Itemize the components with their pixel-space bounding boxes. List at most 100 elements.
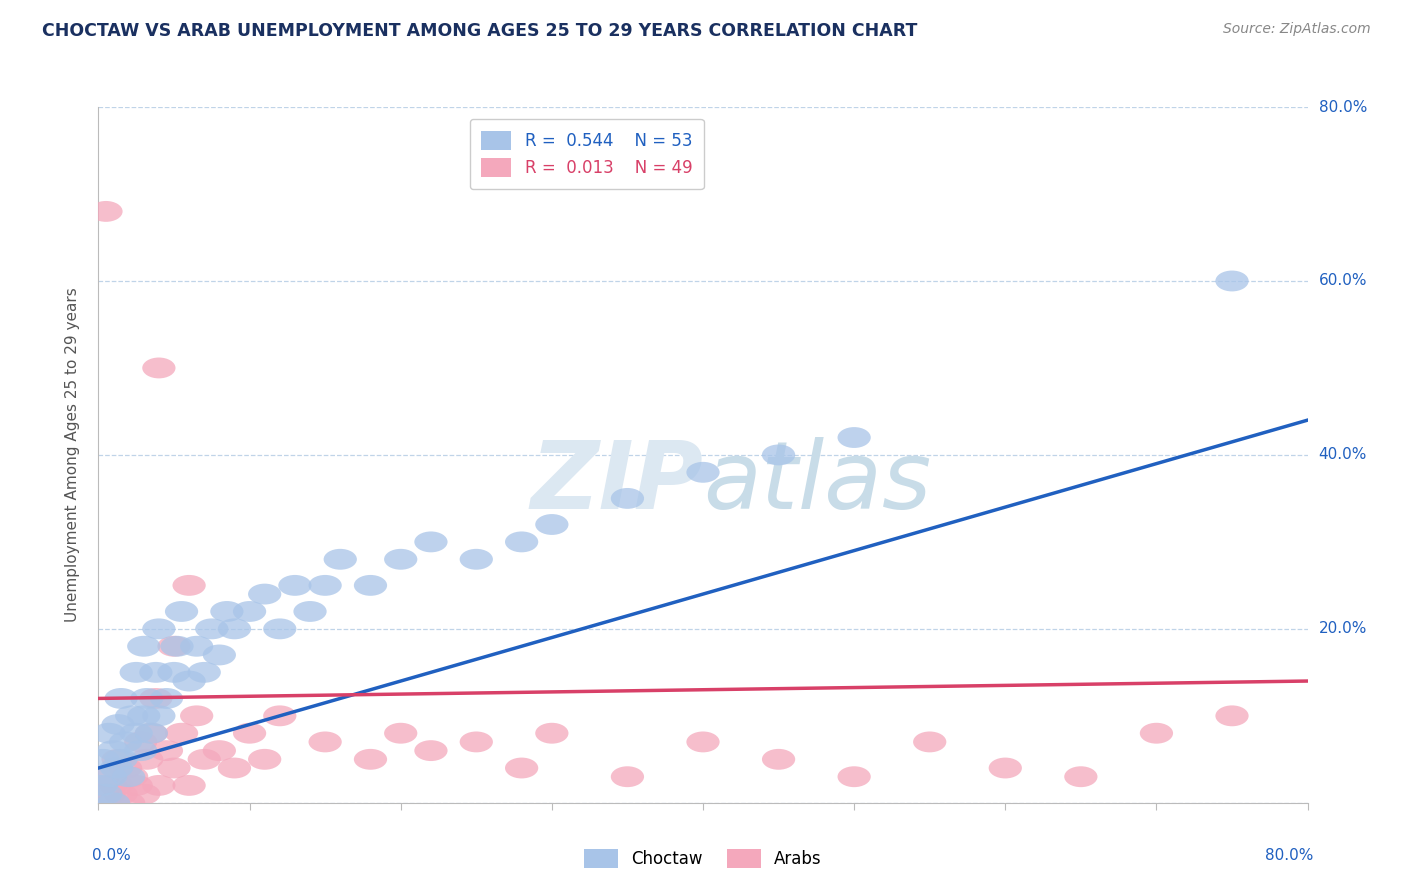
Ellipse shape: [97, 792, 131, 814]
Ellipse shape: [180, 636, 214, 657]
Ellipse shape: [323, 549, 357, 570]
Text: Source: ZipAtlas.com: Source: ZipAtlas.com: [1223, 22, 1371, 37]
Ellipse shape: [101, 749, 135, 770]
Ellipse shape: [838, 427, 870, 448]
Ellipse shape: [187, 662, 221, 682]
Ellipse shape: [112, 766, 145, 787]
Ellipse shape: [94, 775, 127, 796]
Ellipse shape: [686, 731, 720, 752]
Ellipse shape: [104, 784, 138, 805]
Ellipse shape: [101, 714, 135, 735]
Ellipse shape: [233, 601, 266, 622]
Ellipse shape: [90, 784, 122, 805]
Ellipse shape: [247, 583, 281, 605]
Ellipse shape: [762, 444, 796, 466]
Ellipse shape: [686, 462, 720, 483]
Ellipse shape: [762, 749, 796, 770]
Ellipse shape: [202, 645, 236, 665]
Ellipse shape: [173, 575, 205, 596]
Text: 80.0%: 80.0%: [1319, 100, 1367, 114]
Ellipse shape: [135, 723, 167, 744]
Ellipse shape: [505, 757, 538, 779]
Ellipse shape: [142, 775, 176, 796]
Ellipse shape: [165, 723, 198, 744]
Ellipse shape: [233, 723, 266, 744]
Ellipse shape: [142, 618, 176, 640]
Text: ZIP: ZIP: [530, 437, 703, 529]
Ellipse shape: [93, 784, 125, 805]
Ellipse shape: [173, 775, 205, 796]
Y-axis label: Unemployment Among Ages 25 to 29 years: Unemployment Among Ages 25 to 29 years: [65, 287, 80, 623]
Ellipse shape: [139, 662, 173, 682]
Ellipse shape: [263, 706, 297, 726]
Ellipse shape: [187, 749, 221, 770]
Ellipse shape: [354, 749, 387, 770]
Ellipse shape: [90, 201, 122, 222]
Ellipse shape: [195, 618, 228, 640]
Ellipse shape: [112, 792, 145, 814]
Ellipse shape: [127, 784, 160, 805]
Ellipse shape: [354, 575, 387, 596]
Ellipse shape: [142, 706, 176, 726]
Ellipse shape: [505, 532, 538, 552]
Legend: R =  0.544    N = 53, R =  0.013    N = 49: R = 0.544 N = 53, R = 0.013 N = 49: [470, 119, 704, 189]
Ellipse shape: [150, 688, 183, 709]
Ellipse shape: [131, 749, 163, 770]
Ellipse shape: [127, 706, 160, 726]
Ellipse shape: [460, 731, 494, 752]
Text: 40.0%: 40.0%: [1319, 448, 1367, 462]
Ellipse shape: [180, 706, 214, 726]
Ellipse shape: [460, 549, 494, 570]
Ellipse shape: [165, 601, 198, 622]
Legend: Choctaw, Arabs: Choctaw, Arabs: [578, 842, 828, 875]
Text: CHOCTAW VS ARAB UNEMPLOYMENT AMONG AGES 25 TO 29 YEARS CORRELATION CHART: CHOCTAW VS ARAB UNEMPLOYMENT AMONG AGES …: [42, 22, 918, 40]
Ellipse shape: [127, 636, 160, 657]
Ellipse shape: [115, 706, 148, 726]
Ellipse shape: [247, 749, 281, 770]
Ellipse shape: [218, 757, 252, 779]
Ellipse shape: [988, 757, 1022, 779]
Ellipse shape: [173, 671, 205, 691]
Ellipse shape: [86, 749, 120, 770]
Ellipse shape: [97, 740, 131, 761]
Ellipse shape: [100, 775, 134, 796]
Ellipse shape: [308, 575, 342, 596]
Ellipse shape: [93, 723, 125, 744]
Ellipse shape: [94, 766, 127, 787]
Ellipse shape: [131, 688, 163, 709]
Ellipse shape: [415, 740, 447, 761]
Ellipse shape: [142, 358, 176, 378]
Ellipse shape: [1064, 766, 1098, 787]
Ellipse shape: [124, 740, 157, 761]
Ellipse shape: [1140, 723, 1173, 744]
Text: atlas: atlas: [703, 437, 931, 528]
Ellipse shape: [97, 792, 131, 814]
Ellipse shape: [104, 688, 138, 709]
Ellipse shape: [157, 757, 191, 779]
Ellipse shape: [384, 549, 418, 570]
Ellipse shape: [84, 784, 118, 805]
Ellipse shape: [124, 731, 157, 752]
Text: 0.0%: 0.0%: [93, 848, 131, 863]
Text: 60.0%: 60.0%: [1319, 274, 1367, 288]
Ellipse shape: [110, 757, 142, 779]
Ellipse shape: [157, 662, 191, 682]
Ellipse shape: [308, 731, 342, 752]
Ellipse shape: [139, 688, 173, 709]
Ellipse shape: [610, 488, 644, 508]
Ellipse shape: [610, 766, 644, 787]
Ellipse shape: [211, 601, 243, 622]
Ellipse shape: [263, 618, 297, 640]
Ellipse shape: [135, 723, 167, 744]
Text: 80.0%: 80.0%: [1265, 848, 1313, 863]
Ellipse shape: [100, 757, 134, 779]
Ellipse shape: [912, 731, 946, 752]
Ellipse shape: [86, 766, 120, 787]
Ellipse shape: [838, 766, 870, 787]
Ellipse shape: [157, 636, 191, 657]
Ellipse shape: [150, 740, 183, 761]
Ellipse shape: [104, 749, 138, 770]
Ellipse shape: [120, 723, 153, 744]
Ellipse shape: [278, 575, 312, 596]
Ellipse shape: [218, 618, 252, 640]
